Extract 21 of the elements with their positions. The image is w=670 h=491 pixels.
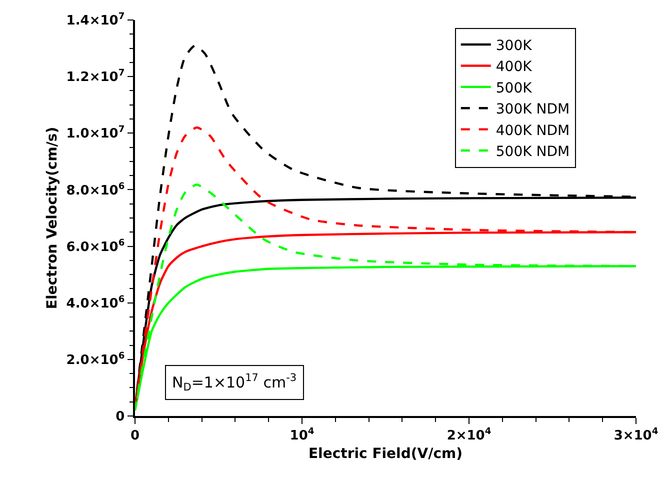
y-tick-label: 8.0×10$^{6}$ bbox=[66, 182, 125, 198]
y-tick-label: 1.0×10$^{7}$ bbox=[66, 125, 125, 142]
y-tick-label: 2.0×10$^{6}$ bbox=[66, 352, 125, 368]
y-tick-label: 1.4×10$^{7}$ bbox=[66, 12, 125, 29]
x-tick-label: 3×10$^{4}$ bbox=[614, 426, 658, 444]
x-tick-label: 10$^{4}$ bbox=[290, 426, 314, 444]
y-axis-title: Electron Velocity(cm/s) bbox=[44, 126, 60, 310]
legend-label: 300K NDM bbox=[496, 102, 570, 118]
y-tick-label: 0 bbox=[116, 410, 125, 425]
y-tick-label: 6.0×10$^{6}$ bbox=[66, 238, 125, 255]
x-tick-label: 2×10$^{4}$ bbox=[446, 426, 492, 444]
legend-label: 400K NDM bbox=[496, 122, 570, 139]
legend-label: 300K bbox=[496, 38, 533, 54]
x-axis-title: Electric Field(V/cm) bbox=[308, 446, 463, 462]
annotation: N$_{D}$=1×10$^{17}$ cm$^{-3}$ bbox=[172, 372, 297, 394]
legend-label: 400K bbox=[496, 59, 533, 76]
x-tick-label: 0 bbox=[130, 428, 140, 444]
legend-label: 500K NDM bbox=[496, 144, 570, 160]
y-tick-label: 4.0×10$^{6}$ bbox=[66, 294, 125, 312]
y-tick-label: 1.2×10$^{7}$ bbox=[66, 68, 125, 86]
legend-label: 500K bbox=[496, 80, 533, 96]
